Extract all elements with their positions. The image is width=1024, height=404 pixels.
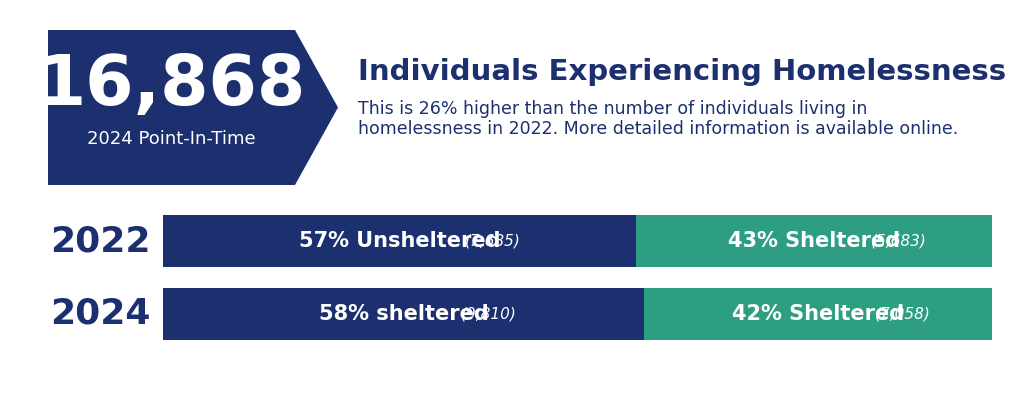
Text: 58% sheltered: 58% sheltered — [318, 304, 488, 324]
Text: (5,683): (5,683) — [871, 234, 927, 248]
Text: 43% Sheltered: 43% Sheltered — [728, 231, 900, 251]
Text: 16,868: 16,868 — [37, 52, 305, 119]
Text: This is 26% higher than the number of individuals living in: This is 26% higher than the number of in… — [358, 100, 867, 118]
Text: (7,058): (7,058) — [876, 307, 931, 322]
Text: homelessness in 2022. More detailed information is available online.: homelessness in 2022. More detailed info… — [358, 120, 958, 138]
Bar — [163, 288, 644, 340]
Text: 2024 Point-In-Time: 2024 Point-In-Time — [87, 130, 256, 149]
Bar — [163, 215, 636, 267]
Text: 57% Unsheltered: 57% Unsheltered — [299, 231, 500, 251]
Text: (9,810): (9,810) — [461, 307, 516, 322]
Polygon shape — [48, 30, 338, 185]
Bar — [636, 215, 992, 267]
Text: 2024: 2024 — [50, 297, 151, 331]
Bar — [644, 288, 992, 340]
Text: Individuals Experiencing Homelessness: Individuals Experiencing Homelessness — [358, 58, 1007, 86]
Text: (7,685): (7,685) — [465, 234, 521, 248]
Text: 2022: 2022 — [50, 224, 151, 258]
Text: 42% Sheltered: 42% Sheltered — [732, 304, 904, 324]
